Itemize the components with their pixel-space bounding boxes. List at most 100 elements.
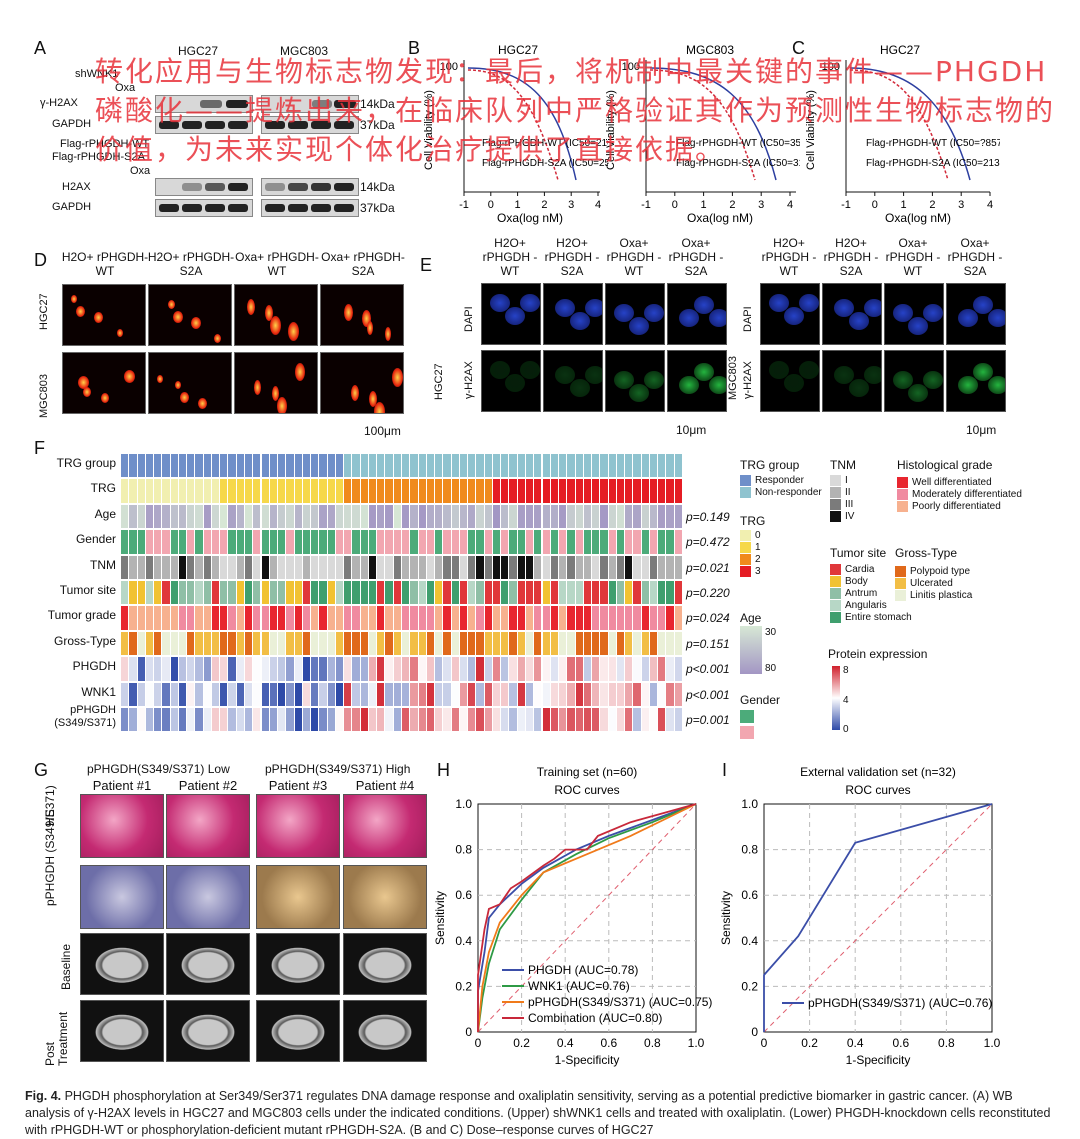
heatmap-cell: [451, 682, 459, 706]
heatmap-cell: [178, 479, 187, 503]
heatmap-cell: [426, 479, 435, 503]
heatmap-cell: [137, 708, 145, 732]
heatmap-cell: [220, 530, 228, 554]
heatmap-cell: [435, 682, 443, 706]
heatmap-cell: [261, 606, 269, 630]
heatmap-cell: [154, 504, 162, 529]
group-label-low: pPHGDH(S349/S371) Low: [87, 762, 230, 776]
heatmap-cell: [162, 581, 170, 605]
heatmap-cell: [162, 479, 170, 503]
heatmap-cell: [658, 454, 666, 478]
heatmap-cell: [170, 530, 178, 554]
heatmap-cell: [294, 606, 302, 630]
heatmap-cell: [145, 631, 154, 656]
heatmap-cell: [418, 657, 426, 681]
heatmap-cell: [435, 631, 443, 656]
row-label: Flag-rPHGDH-WT: [60, 138, 150, 150]
heatmap-cell: [550, 682, 558, 706]
comet-spot: [214, 334, 221, 343]
heatmap-cell: [542, 479, 550, 503]
heatmap-cell: [170, 454, 178, 478]
heatmap-cell: [352, 682, 360, 706]
heatmap-cell: [575, 606, 583, 630]
heatmap-cell: [286, 454, 294, 478]
heatmap-cell: [649, 555, 658, 579]
heatmap-cell: [492, 606, 501, 630]
heatmap-cell: [608, 504, 616, 529]
gamma-h2ax-image: [946, 350, 1006, 412]
heatmap-cell: [236, 581, 244, 605]
heatmap-cell: [426, 504, 435, 529]
heatmap-cell: [410, 454, 418, 478]
dose-legend-wt: Flag-rPHGDH-WT (IC50=3571nM): [676, 138, 800, 149]
heatmap-cell: [253, 479, 261, 503]
heatmap-cell: [592, 631, 600, 656]
heatmap-cell: [203, 530, 211, 554]
heatmap-cell: [426, 708, 435, 732]
heatmap-cell: [327, 479, 335, 503]
heatmap-cell: [426, 657, 435, 681]
roc-xtick-label: 1.0: [688, 1036, 705, 1050]
heatmap-cell: [121, 682, 129, 706]
heatmap-cell: [377, 606, 385, 630]
heatmap-cell: [162, 606, 170, 630]
heatmap-cell: [592, 708, 600, 732]
heatmap-cell: [616, 454, 625, 478]
column-header: H2O+ rPHGDH-WT: [61, 250, 149, 278]
heatmap-cell: [203, 454, 211, 478]
heatmap-cell: [368, 708, 377, 732]
heatmap-cell: [484, 657, 492, 681]
heatmap-cell: [525, 581, 534, 605]
heatmap-cell: [616, 682, 625, 706]
heatmap-cell: [162, 504, 170, 529]
comet-spot: [374, 402, 385, 413]
heatmap-cell: [459, 504, 468, 529]
heatmap-cell: [377, 682, 385, 706]
heatmap-cell: [344, 657, 352, 681]
heatmap-cell: [426, 606, 435, 630]
heatmap-cell: [269, 530, 277, 554]
heatmap-cell: [674, 606, 682, 630]
heatmap-cell: [261, 555, 269, 579]
heatmap-cell: [286, 555, 294, 579]
heatmap-cell: [559, 454, 567, 478]
heatmap-cell: [145, 504, 154, 529]
nucleus: [585, 366, 602, 384]
dapi-image: [822, 283, 882, 345]
ct-scan-image: [343, 933, 427, 995]
heatmap-cell: [542, 555, 550, 579]
heatmap-cell: [674, 631, 682, 656]
heatmap-cell: [294, 682, 302, 706]
heatmap-cell: [435, 606, 443, 630]
column-header: Oxa+ rPHGDH -S2A: [947, 236, 1003, 278]
heatmap-cell: [583, 657, 592, 681]
heatmap-cell: [418, 479, 426, 503]
western-blot-band: [261, 178, 359, 196]
heatmap-cell: [385, 606, 393, 630]
nucleus: [614, 371, 634, 389]
heatmap-cell: [658, 555, 666, 579]
column-header: Oxa+ rPHGDH-WT: [235, 250, 319, 278]
heatmap-cell: [344, 631, 352, 656]
heatmap-cell: [459, 555, 468, 579]
scale-bar-label: 100μm: [364, 424, 401, 438]
heatmap-cell: [278, 504, 286, 529]
row-label: DAPI: [742, 306, 754, 332]
heatmap-cell: [468, 631, 476, 656]
heatmap-cell: [641, 555, 649, 579]
heatmap-cell: [129, 454, 137, 478]
heatmap-cell: [170, 657, 178, 681]
heatmap-cell: [302, 504, 311, 529]
heatmap-cell: [244, 454, 253, 478]
heatmap-cell: [567, 581, 575, 605]
heatmap-cell: [311, 454, 319, 478]
heatmap-cell: [327, 631, 335, 656]
heatmap-cell: [302, 631, 311, 656]
nucleus: [505, 374, 525, 392]
row-label: MGC803: [38, 373, 50, 418]
heatmap-cell: [286, 606, 294, 630]
heatmap-cell: [344, 479, 352, 503]
roc-ytick-label: 0.2: [455, 979, 472, 993]
dose-response-chart-hgc27: HGC27 Flag-rPHGDH-WT (IC50=2109nM) Flag-…: [423, 43, 608, 225]
heatmap-cell: [311, 631, 319, 656]
